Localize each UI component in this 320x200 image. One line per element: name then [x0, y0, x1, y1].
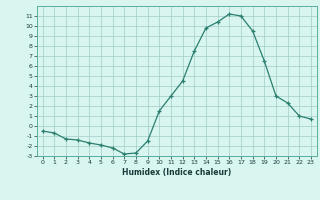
X-axis label: Humidex (Indice chaleur): Humidex (Indice chaleur)	[122, 168, 231, 177]
